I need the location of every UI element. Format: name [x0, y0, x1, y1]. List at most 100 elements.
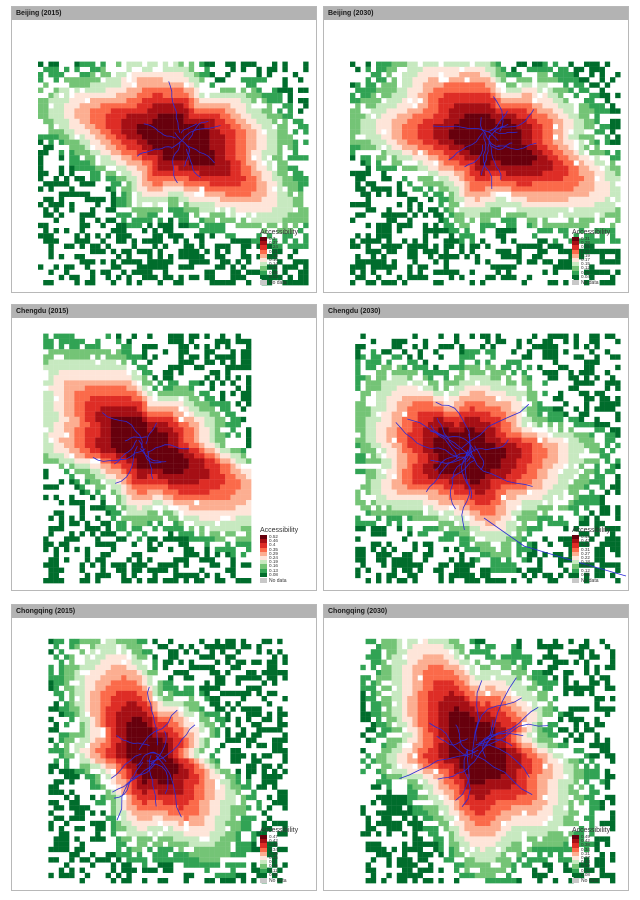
raster-cell	[578, 354, 585, 360]
raster-cell	[240, 515, 247, 521]
raster-cell	[350, 238, 356, 244]
panel-chengdu-2015: Chengdu (2015) Accessibility 0.52 0.46 0.4…	[11, 304, 317, 591]
raster-cell	[474, 165, 481, 171]
raster-cell	[235, 416, 241, 423]
raster-cell	[95, 248, 101, 255]
network-line	[480, 117, 500, 148]
raster-cell	[183, 87, 189, 93]
raster-cell	[204, 396, 210, 402]
raster-cell	[48, 196, 54, 203]
raster-cell	[121, 92, 127, 99]
raster-cell	[407, 87, 413, 93]
raster-cell	[214, 118, 221, 125]
raster-cell	[58, 344, 65, 350]
raster-cell	[162, 422, 169, 428]
legend-swatch	[572, 274, 579, 279]
raster-cell	[173, 103, 179, 109]
raster-cell	[126, 531, 132, 537]
raster-cell	[183, 458, 189, 464]
raster-cell	[69, 515, 75, 521]
legend-rows: 0.52 0.46 0.4 0.35 0.29 0.24 0.19 0.16 0.13 0.08	[260, 534, 298, 577]
raster-cell	[485, 375, 491, 381]
raster-cell	[298, 77, 304, 83]
raster-cell	[121, 144, 127, 151]
raster-cell	[178, 61, 184, 67]
raster-cell	[474, 103, 481, 109]
raster-cell	[532, 344, 538, 350]
raster-cell	[386, 359, 392, 365]
accessibility-map	[350, 61, 621, 286]
raster-cell	[599, 212, 605, 218]
raster-cell	[594, 139, 600, 145]
raster-cell	[537, 202, 543, 208]
raster-cell	[147, 468, 153, 475]
raster-cell	[563, 118, 569, 125]
raster-cell	[464, 354, 470, 360]
raster-cell	[69, 103, 75, 109]
raster-cell	[412, 139, 418, 145]
raster-cell	[225, 463, 231, 469]
raster-cell	[121, 406, 127, 412]
raster-cell	[58, 453, 65, 459]
raster-cell	[116, 411, 122, 417]
raster-cell	[220, 259, 226, 265]
raster-cell	[105, 390, 111, 397]
raster-cell	[220, 422, 226, 428]
raster-cell	[391, 155, 397, 161]
raster-cell	[578, 144, 585, 151]
raster-cell	[126, 274, 132, 281]
raster-cell	[204, 453, 210, 459]
raster-cell	[209, 432, 215, 438]
raster-cell	[131, 354, 137, 360]
raster-cell	[495, 160, 501, 166]
raster-cell	[204, 416, 210, 423]
raster-cell	[298, 124, 304, 130]
raster-cell	[282, 87, 288, 93]
raster-cell	[277, 87, 283, 93]
legend-entry: 0.08	[260, 572, 298, 577]
raster-cell	[116, 87, 122, 93]
raster-cell	[173, 170, 179, 177]
legend-label: 0.46	[269, 538, 278, 544]
raster-cell	[246, 103, 252, 109]
raster-cell	[292, 259, 299, 265]
raster-cell	[136, 165, 143, 171]
raster-cell	[443, 170, 449, 177]
raster-cell	[126, 129, 132, 135]
raster-cell	[142, 77, 148, 83]
raster-cell	[469, 380, 475, 386]
raster-cell	[558, 264, 564, 270]
raster-cell	[225, 364, 231, 371]
legend-title: Accessibility	[572, 229, 611, 236]
raster-cell	[610, 165, 616, 171]
raster-cell	[422, 233, 429, 239]
raster-cell	[240, 364, 247, 371]
raster-cell	[240, 129, 247, 135]
raster-cell	[142, 181, 148, 187]
raster-cell	[131, 468, 137, 475]
raster-cell	[230, 359, 236, 365]
raster-cell	[84, 103, 91, 109]
raster-cell	[209, 98, 215, 104]
raster-cell	[53, 364, 59, 371]
raster-cell	[459, 134, 465, 140]
raster-cell	[152, 546, 158, 553]
raster-cell	[521, 186, 527, 192]
raster-cell	[516, 359, 522, 365]
raster-cell	[79, 427, 85, 433]
raster-cell	[131, 422, 137, 428]
raster-cell	[64, 92, 70, 99]
raster-cell	[220, 333, 226, 339]
raster-cell	[506, 222, 512, 229]
raster-cell	[152, 155, 158, 161]
raster-cell	[110, 181, 117, 187]
raster-cell	[599, 77, 605, 83]
legend-entry: 0.13	[260, 568, 298, 573]
raster-cell	[230, 170, 236, 177]
raster-cell	[79, 238, 85, 244]
raster-cell	[355, 66, 361, 73]
raster-cell	[495, 129, 501, 135]
raster-cell	[422, 155, 429, 161]
raster-cell	[178, 212, 184, 218]
raster-cell	[391, 77, 397, 83]
